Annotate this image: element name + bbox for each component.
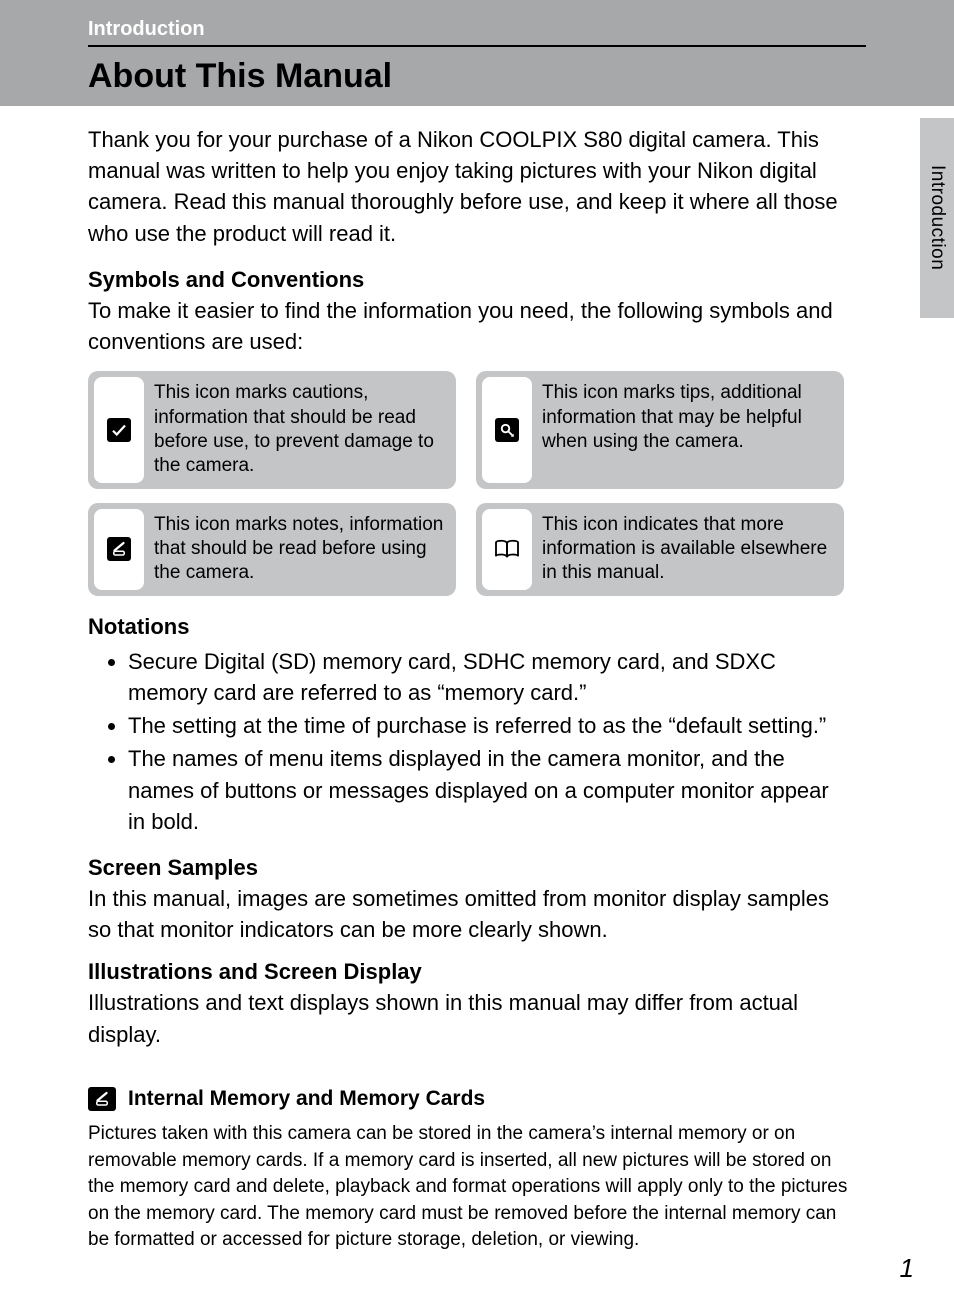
manual-page: Introduction About This Manual Introduct… (0, 0, 954, 1314)
notations-list: Secure Digital (SD) memory card, SDHC me… (88, 646, 844, 837)
content-area: Thank you for your purchase of a Nikon C… (88, 124, 844, 1050)
note-icon (107, 537, 131, 561)
tip-icon-box (482, 377, 532, 482)
notation-item: The setting at the time of purchase is r… (128, 710, 844, 741)
notation-item: Secure Digital (SD) memory card, SDHC me… (128, 646, 844, 708)
reference-icon-box (482, 509, 532, 590)
caution-desc: This icon marks cautions, information th… (154, 377, 446, 482)
notations-heading: Notations (88, 614, 844, 640)
page-title: About This Manual (88, 57, 866, 96)
screen-samples-heading: Screen Samples (88, 855, 844, 881)
symbol-reference: This icon indicates that more informatio… (476, 503, 844, 596)
caution-icon-box (94, 377, 144, 482)
note-body: Pictures taken with this camera can be s… (88, 1121, 854, 1254)
section-label: Introduction (88, 18, 866, 47)
symbol-tip: This icon marks tips, additional informa… (476, 371, 844, 488)
symbols-grid: This icon marks cautions, information th… (88, 371, 844, 595)
side-tab: Introduction (920, 118, 954, 318)
symbols-lead: To make it easier to find the informatio… (88, 295, 844, 357)
reference-icon (494, 536, 520, 562)
illustrations-heading: Illustrations and Screen Display (88, 959, 844, 985)
page-number: 1 (900, 1253, 914, 1284)
header-inner: Introduction About This Manual (88, 18, 866, 96)
note-icon-box (94, 509, 144, 590)
note-title: Internal Memory and Memory Cards (128, 1087, 485, 1111)
illustrations-text: Illustrations and text displays shown in… (88, 987, 844, 1049)
symbol-caution: This icon marks cautions, information th… (88, 371, 456, 488)
caution-icon (107, 418, 131, 442)
screen-samples-text: In this manual, images are sometimes omi… (88, 883, 844, 945)
symbol-note: This icon marks notes, information that … (88, 503, 456, 596)
note-icon (88, 1087, 116, 1111)
note-callout: Internal Memory and Memory Cards Picture… (88, 1087, 854, 1254)
notation-item: The names of menu items displayed in the… (128, 743, 844, 837)
note-head: Internal Memory and Memory Cards (88, 1087, 854, 1111)
side-tab-label: Introduction (926, 165, 948, 270)
reference-desc: This icon indicates that more informatio… (542, 509, 834, 590)
header-band: Introduction About This Manual (0, 0, 954, 106)
intro-paragraph: Thank you for your purchase of a Nikon C… (88, 124, 844, 249)
tip-icon (495, 418, 519, 442)
tip-desc: This icon marks tips, additional informa… (542, 377, 834, 482)
symbols-heading: Symbols and Conventions (88, 267, 844, 293)
note-desc: This icon marks notes, information that … (154, 509, 446, 590)
